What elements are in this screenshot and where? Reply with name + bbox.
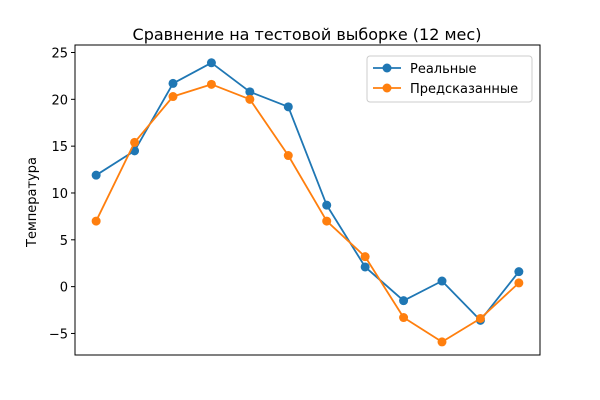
- data-point: [360, 262, 370, 272]
- data-point: [399, 313, 409, 323]
- legend-box: [366, 55, 533, 103]
- data-point: [322, 200, 332, 210]
- data-point: [514, 278, 524, 288]
- data-point: [206, 79, 216, 89]
- data-point: [514, 267, 524, 277]
- y-axis-ticks: −5 0 5 10 15 20 25: [49, 46, 75, 342]
- series-1: [91, 58, 524, 325]
- y-tick-label: 5: [60, 234, 68, 249]
- y-axis-title: Температура: [25, 157, 40, 248]
- data-point: [130, 137, 140, 147]
- y-tick-label: −5: [49, 327, 68, 342]
- data-point: [245, 87, 255, 97]
- data-point: [206, 58, 216, 68]
- data-point: [91, 170, 101, 180]
- data-point: [437, 276, 447, 286]
- data-point: [475, 313, 485, 323]
- data-point: [437, 337, 447, 347]
- legend: Реальные Предсказанные: [366, 55, 533, 103]
- legend-item: Предсказанные: [373, 82, 518, 97]
- y-tick-label: 10: [51, 187, 68, 202]
- y-tick-label: 15: [51, 140, 68, 155]
- series-layer: [91, 58, 524, 347]
- data-point: [360, 252, 370, 262]
- data-point: [399, 296, 409, 306]
- data-point: [168, 92, 178, 102]
- chart-title: Сравнение на тестовой выборке (12 мес): [133, 25, 482, 44]
- y-tick-label: 20: [51, 93, 68, 108]
- legend-label: Предсказанные: [410, 82, 518, 97]
- series-line: [95, 83, 520, 343]
- data-point: [322, 216, 332, 226]
- legend-label: Реальные: [410, 62, 477, 77]
- y-tick-label: 25: [51, 46, 68, 61]
- data-point: [283, 102, 293, 112]
- legend-marker: [382, 63, 392, 73]
- legend-item: Реальные: [373, 62, 477, 77]
- legend-marker: [382, 83, 392, 93]
- y-tick-label: 0: [60, 281, 68, 296]
- series-2: [91, 79, 524, 347]
- data-point: [168, 78, 178, 88]
- data-point: [245, 94, 255, 104]
- series-line: [95, 61, 520, 322]
- data-point: [91, 216, 101, 226]
- plot-frame: [74, 44, 541, 356]
- data-point: [283, 151, 293, 161]
